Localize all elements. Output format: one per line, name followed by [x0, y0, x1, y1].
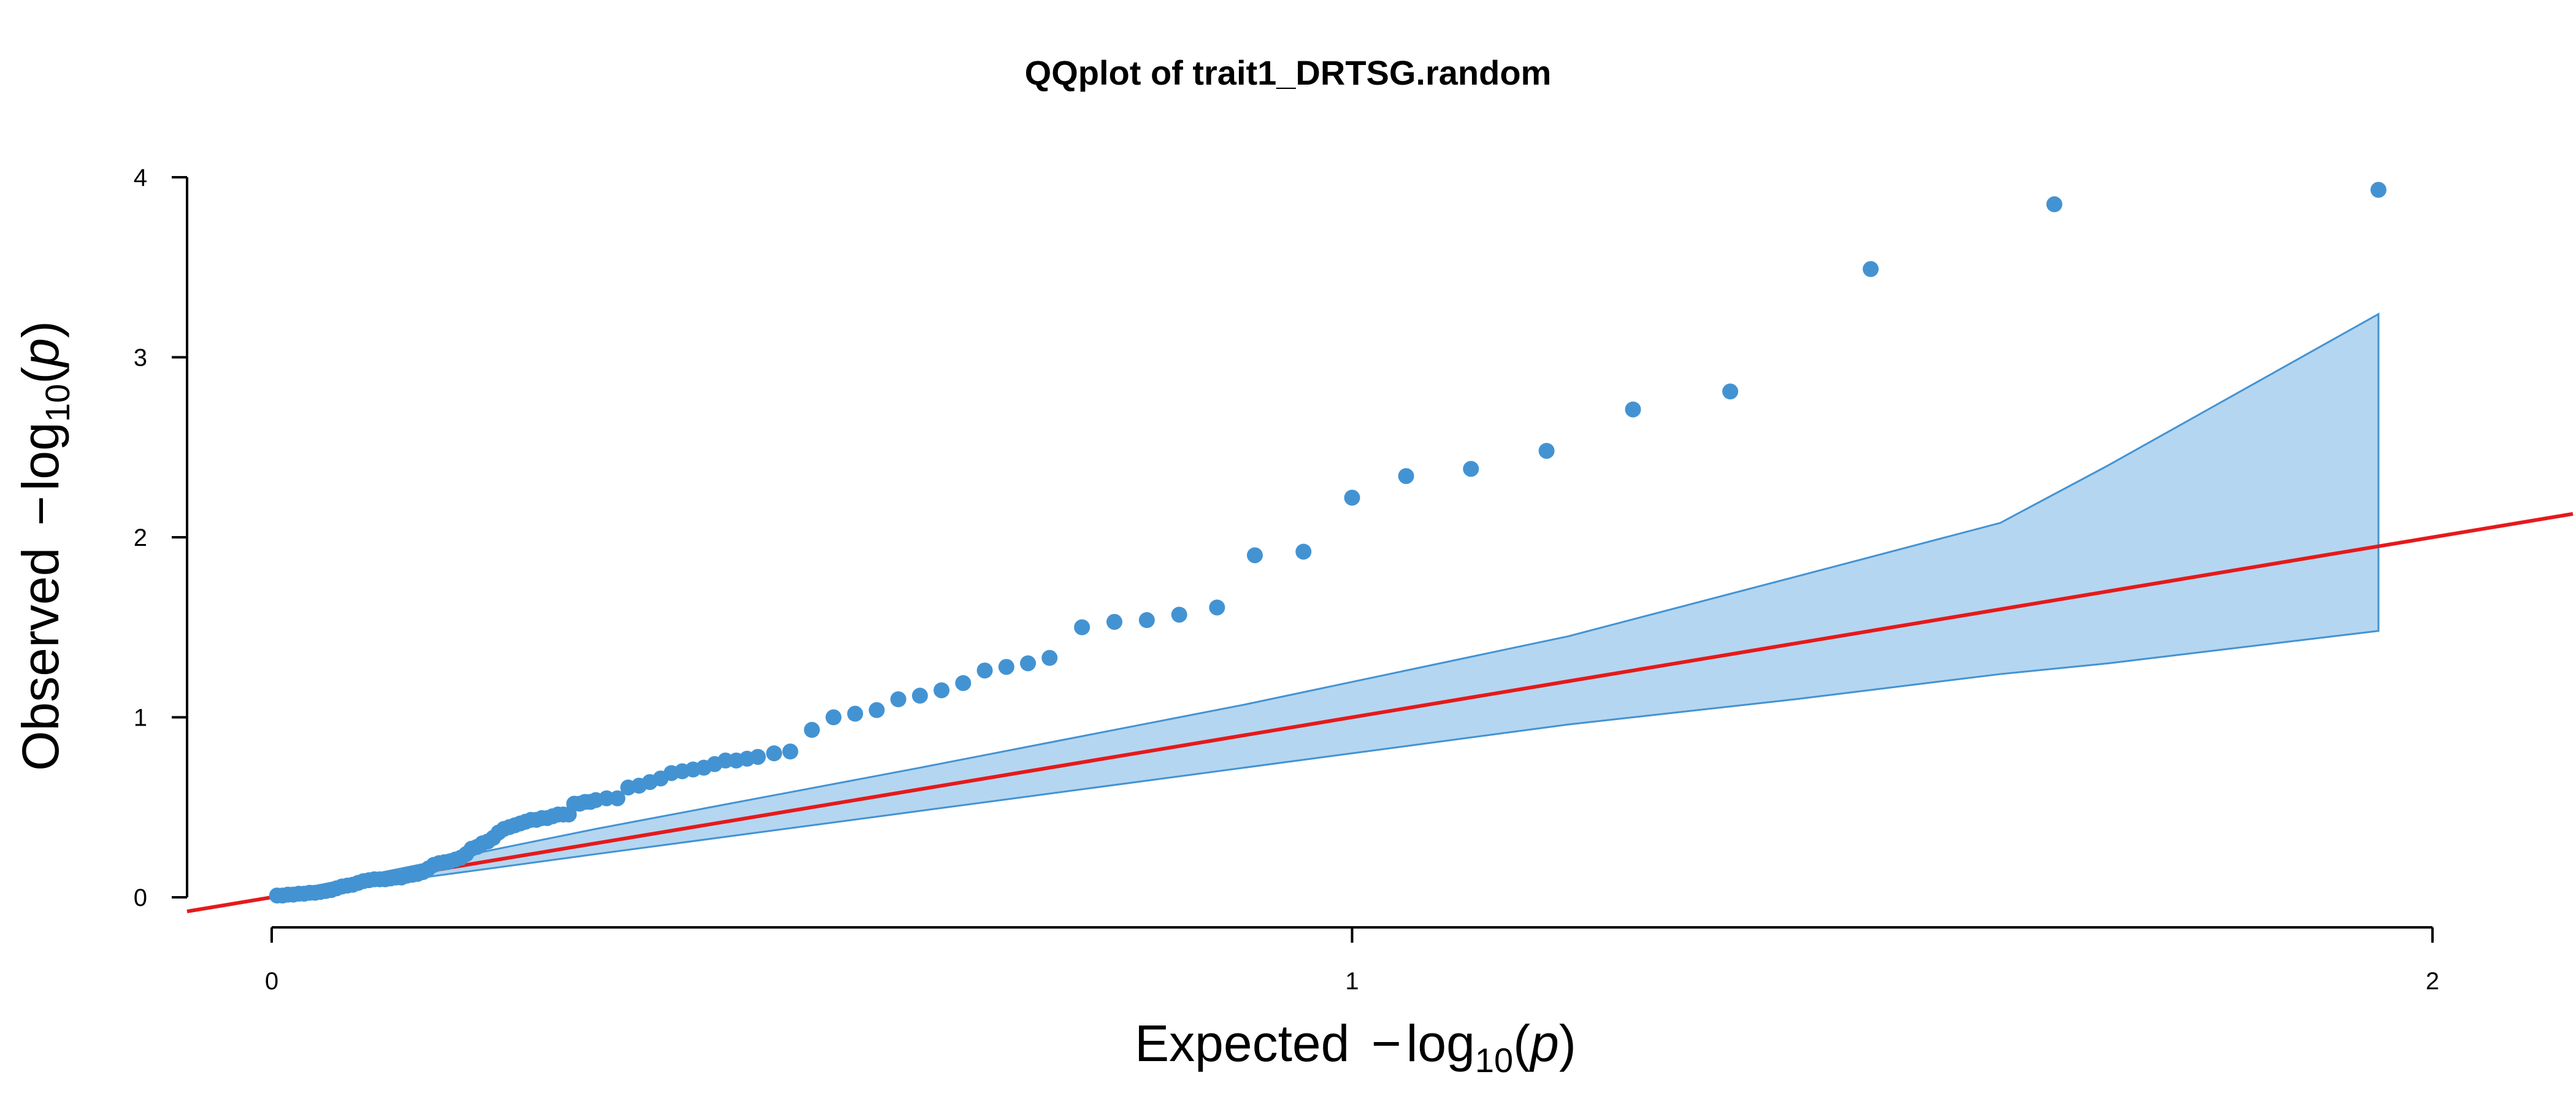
x-axis-label: Expected −log10(p) — [1135, 1014, 1576, 1079]
data-point — [1020, 655, 1037, 672]
data-point — [998, 659, 1014, 675]
data-point — [1625, 401, 1641, 418]
data-point — [1463, 461, 1479, 477]
data-point — [2370, 182, 2386, 198]
data-point — [803, 722, 820, 738]
x-axis: 0 1 2 — [265, 926, 2439, 995]
x-tick-label: 2 — [2426, 968, 2439, 995]
data-point — [1344, 489, 1360, 506]
data-point — [1074, 619, 1091, 635]
data-points — [269, 182, 2386, 904]
data-point — [1171, 607, 1187, 623]
data-point — [1398, 468, 1414, 485]
y-tick-label: 4 — [134, 164, 147, 191]
data-point — [1246, 547, 1263, 564]
reference-line — [186, 512, 2574, 913]
chart-title: QQplot of trait1_DRTSG.random — [1025, 53, 1552, 92]
y-tick-label: 3 — [134, 345, 147, 372]
data-point — [1138, 612, 1155, 629]
y-ticks: 0 1 2 3 4 — [134, 164, 187, 911]
data-point — [890, 691, 907, 708]
data-point — [1041, 650, 1058, 666]
data-point — [1863, 261, 1879, 277]
x-ticks: 0 1 2 — [265, 927, 2439, 995]
data-point — [955, 675, 972, 691]
x-tick-label: 1 — [1345, 968, 1359, 995]
data-point — [2046, 196, 2063, 213]
data-point — [609, 790, 626, 807]
y-axis: 0 1 2 3 4 — [134, 164, 188, 911]
y-axis-label: Observed −log10(p) — [12, 321, 77, 771]
y-tick-label: 1 — [134, 705, 147, 732]
x-tick-label: 0 — [265, 968, 278, 995]
data-point — [1106, 613, 1122, 630]
data-point — [976, 662, 993, 679]
data-point — [933, 682, 950, 699]
confidence-band — [276, 312, 2380, 899]
data-point — [868, 702, 885, 718]
data-point — [825, 709, 841, 726]
plot-area — [186, 182, 2574, 913]
data-point — [766, 745, 783, 762]
data-point — [911, 688, 928, 704]
data-point — [749, 749, 766, 765]
data-point — [1722, 383, 1739, 400]
data-point — [847, 705, 864, 722]
data-point — [1538, 443, 1555, 459]
data-point — [1209, 599, 1225, 616]
y-tick-label: 2 — [134, 524, 147, 551]
y-tick-label: 0 — [134, 884, 147, 911]
data-point — [1295, 543, 1312, 560]
data-point — [782, 743, 799, 760]
